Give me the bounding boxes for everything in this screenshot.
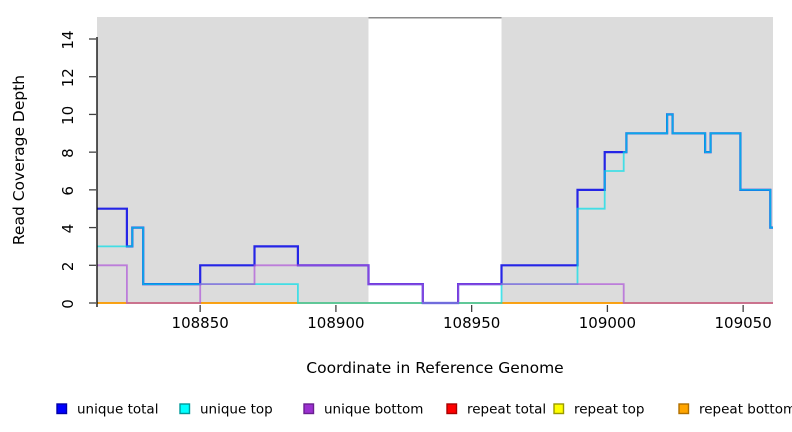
x-axis-title: Coordinate in Reference Genome xyxy=(306,359,563,377)
legend-label-repeat-top: repeat top xyxy=(574,402,644,418)
legend-item-repeat-bottom: repeat bottom xyxy=(678,402,792,418)
legend-label-unique-top: unique top xyxy=(200,402,273,418)
masked-region-1 xyxy=(501,17,773,303)
legend: unique total unique top unique bottom repea… xyxy=(56,402,792,418)
x-tick-label: 109000 xyxy=(579,314,636,332)
legend-swatch-unique-total xyxy=(56,403,68,415)
y-tick-label: 2 xyxy=(59,262,77,272)
y-tick-label: 0 xyxy=(59,299,77,309)
x-tick-label: 108900 xyxy=(307,314,364,332)
series-unique-top xyxy=(97,113,773,304)
legend-swatch-unique-bottom xyxy=(303,403,315,415)
x-tick-label: 108850 xyxy=(172,314,229,332)
legend-item-unique-top: unique top xyxy=(179,402,273,418)
series-unique-bottom xyxy=(97,264,773,304)
legend-label-repeat-bottom: repeat bottom xyxy=(699,402,792,418)
y-tick-label: 10 xyxy=(59,106,77,125)
x-tick-label: 108950 xyxy=(443,314,500,332)
y-axis-title: Read Coverage Depth xyxy=(10,75,28,245)
legend-item-unique-bottom: unique bottom xyxy=(303,402,423,418)
legend-item-repeat-total: repeat total xyxy=(446,402,546,418)
legend-item-repeat-top: repeat top xyxy=(553,402,644,418)
x-tick-label: 109050 xyxy=(715,314,772,332)
legend-swatch-repeat-top xyxy=(553,403,565,415)
legend-label-unique-bottom: unique bottom xyxy=(324,402,423,418)
y-tick-label: 14 xyxy=(59,30,77,49)
y-tick-label: 6 xyxy=(59,186,77,196)
legend-swatch-repeat-total xyxy=(446,403,458,415)
y-tick-label: 12 xyxy=(59,68,77,87)
legend-label-repeat-total: repeat total xyxy=(467,402,546,418)
legend-swatch-unique-top xyxy=(179,403,191,415)
legend-item-unique-total: unique total xyxy=(56,402,158,418)
y-tick-label: 8 xyxy=(59,148,77,158)
legend-label-unique-total: unique total xyxy=(77,402,158,418)
masked-region-0 xyxy=(97,17,369,303)
legend-swatch-repeat-bottom xyxy=(678,403,690,415)
y-tick-label: 4 xyxy=(59,224,77,234)
